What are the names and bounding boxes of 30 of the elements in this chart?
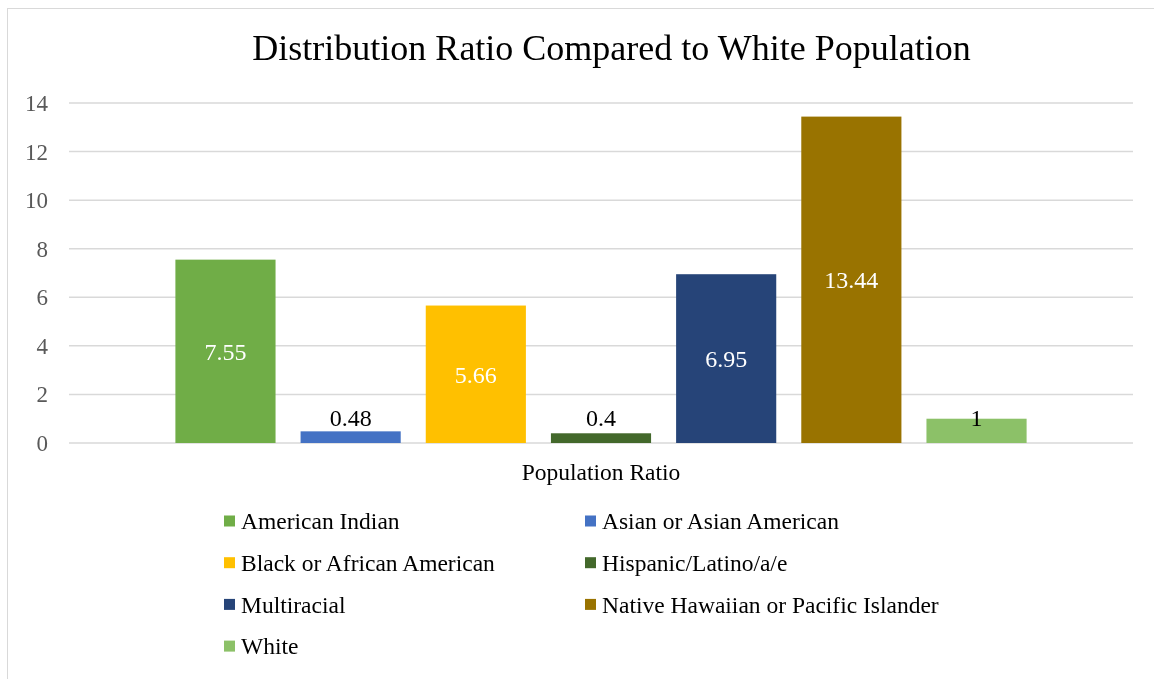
y-tick-label: 12: [25, 139, 48, 165]
legend-label: Asian or Asian American: [602, 508, 840, 535]
data-label: 5.66: [454, 361, 497, 388]
legend-label: Hispanic/Latino/a/e: [602, 549, 788, 576]
bar: [676, 274, 777, 443]
x-tick-label: Population Ratio: [521, 459, 681, 486]
legend-label: American Indian: [241, 508, 400, 535]
y-tick-label: 10: [25, 188, 48, 214]
data-label: 7.55: [204, 338, 247, 365]
data-label: 0.48: [329, 405, 372, 432]
data-label: 0.4: [586, 405, 616, 432]
y-tick-label: 8: [36, 236, 48, 262]
y-tick-label: 2: [36, 382, 48, 408]
bar: [300, 431, 401, 443]
legend-label: Black or African American: [241, 549, 496, 576]
bar: [175, 259, 276, 443]
data-label: 6.95: [705, 346, 748, 373]
legend-label: White: [241, 633, 299, 660]
legend-label: Multiracial: [241, 591, 346, 618]
data-label: 13.44: [824, 267, 879, 294]
y-tick-label: 4: [36, 333, 49, 359]
bar: [550, 433, 652, 443]
y-tick-label: 0: [36, 431, 48, 457]
chart-title: Distribution Ratio Compared to White Population: [252, 27, 971, 68]
y-tick-label: 14: [25, 91, 49, 117]
y-tick-label: 6: [36, 285, 48, 311]
bar: [425, 305, 526, 443]
bar: [801, 116, 902, 443]
legend-label: Native Hawaiian or Pacific Islander: [602, 591, 939, 618]
data-label: 1: [970, 405, 983, 432]
